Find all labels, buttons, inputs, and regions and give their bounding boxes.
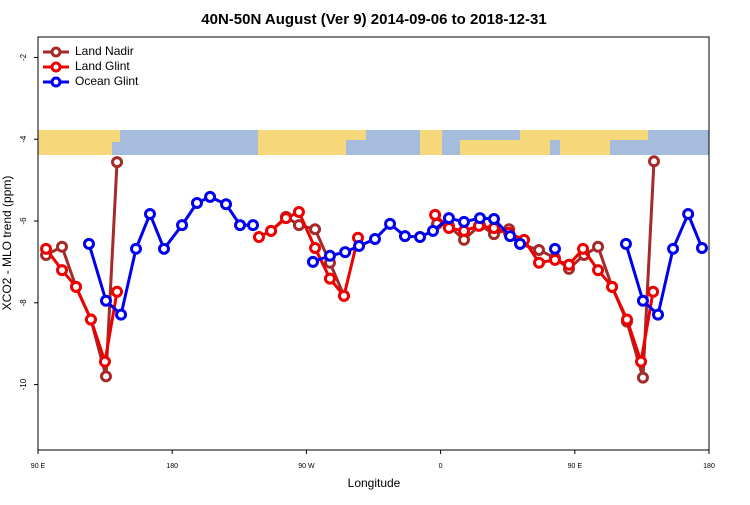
data-point bbox=[398, 230, 411, 243]
data-point bbox=[98, 355, 111, 368]
data-point bbox=[429, 208, 442, 221]
data-point bbox=[368, 233, 381, 246]
map-land bbox=[420, 130, 442, 155]
data-point bbox=[56, 264, 69, 277]
data-point bbox=[533, 256, 546, 269]
legend-label: Land Glint bbox=[75, 59, 130, 73]
data-point bbox=[56, 240, 69, 253]
data-point bbox=[548, 242, 561, 255]
y-tick-label: -6 bbox=[19, 217, 28, 225]
data-point bbox=[82, 237, 95, 250]
data-point bbox=[70, 280, 83, 293]
map-strip bbox=[38, 130, 709, 155]
x-tick-label: 90 W bbox=[298, 463, 315, 470]
x-tick-label: 90 E bbox=[31, 463, 46, 470]
data-point bbox=[190, 197, 203, 210]
data-point bbox=[279, 212, 292, 225]
data-point bbox=[577, 242, 590, 255]
legend-marker bbox=[50, 61, 62, 73]
x-tick-label: 0 bbox=[439, 463, 443, 470]
data-point bbox=[309, 241, 322, 254]
data-point bbox=[339, 246, 352, 259]
data-point bbox=[323, 249, 336, 262]
data-point bbox=[504, 230, 517, 243]
plot-frame bbox=[37, 36, 710, 451]
data-point bbox=[220, 198, 233, 211]
data-point bbox=[635, 355, 648, 368]
x-tick-label: 90 E bbox=[568, 463, 583, 470]
data-point bbox=[115, 308, 128, 321]
data-point bbox=[157, 242, 170, 255]
data-point bbox=[562, 258, 575, 271]
data-point bbox=[252, 230, 265, 243]
data-point bbox=[619, 237, 632, 250]
data-point bbox=[99, 370, 112, 383]
map-land bbox=[38, 130, 112, 155]
y-tick-label: -10 bbox=[19, 378, 28, 390]
x-axis-label: Longitude bbox=[348, 476, 401, 490]
legend-marker bbox=[50, 46, 62, 58]
data-point bbox=[592, 240, 605, 253]
data-point bbox=[652, 308, 665, 321]
data-point bbox=[129, 242, 142, 255]
data-point bbox=[143, 208, 156, 221]
map-land bbox=[460, 140, 550, 155]
y-tick-label: -8 bbox=[19, 299, 28, 307]
data-point bbox=[323, 272, 336, 285]
data-point bbox=[548, 253, 561, 266]
data-point bbox=[647, 285, 660, 298]
data-point bbox=[682, 208, 695, 221]
data-point bbox=[353, 239, 366, 252]
y-tick-label: -4 bbox=[19, 135, 28, 143]
data-point bbox=[247, 219, 260, 232]
map-land bbox=[112, 130, 120, 142]
data-point bbox=[111, 285, 124, 298]
data-point bbox=[647, 155, 660, 168]
data-point bbox=[234, 219, 247, 232]
data-point bbox=[667, 242, 680, 255]
legend-marker bbox=[50, 76, 62, 88]
data-point bbox=[111, 156, 124, 169]
data-point bbox=[176, 219, 189, 232]
data-point bbox=[40, 242, 53, 255]
data-point bbox=[442, 212, 455, 225]
data-point bbox=[309, 223, 322, 236]
data-point bbox=[606, 280, 619, 293]
data-point bbox=[458, 215, 471, 228]
data-point bbox=[204, 190, 217, 203]
map-land bbox=[346, 130, 366, 140]
data-point bbox=[306, 255, 319, 268]
data-point bbox=[487, 212, 500, 225]
data-point bbox=[695, 241, 708, 254]
data-point bbox=[533, 244, 546, 257]
data-point bbox=[592, 264, 605, 277]
data-point bbox=[292, 206, 305, 219]
data-point bbox=[414, 230, 427, 243]
data-point bbox=[442, 221, 455, 234]
x-tick-label: 180 bbox=[703, 463, 715, 470]
data-point bbox=[473, 212, 486, 225]
y-axis-label: XCO2 - MLO trend (ppm) bbox=[0, 176, 14, 311]
data-point bbox=[514, 237, 527, 250]
data-point bbox=[265, 224, 278, 237]
data-point bbox=[636, 371, 649, 384]
data-point bbox=[620, 313, 633, 326]
y-tick-label: -2 bbox=[19, 53, 28, 61]
map-land bbox=[560, 130, 610, 155]
data-point bbox=[426, 224, 439, 237]
map-land bbox=[258, 130, 346, 155]
data-point bbox=[384, 217, 397, 230]
x-tick-label: 180 bbox=[166, 463, 178, 470]
data-point bbox=[337, 289, 350, 302]
data-point bbox=[84, 313, 97, 326]
chart-title: 40N-50N August (Ver 9) 2014-09-06 to 201… bbox=[201, 11, 546, 28]
data-point bbox=[99, 294, 112, 307]
data-point bbox=[636, 294, 649, 307]
legend-label: Land Nadir bbox=[75, 44, 134, 58]
legend-label: Ocean Glint bbox=[75, 74, 139, 88]
